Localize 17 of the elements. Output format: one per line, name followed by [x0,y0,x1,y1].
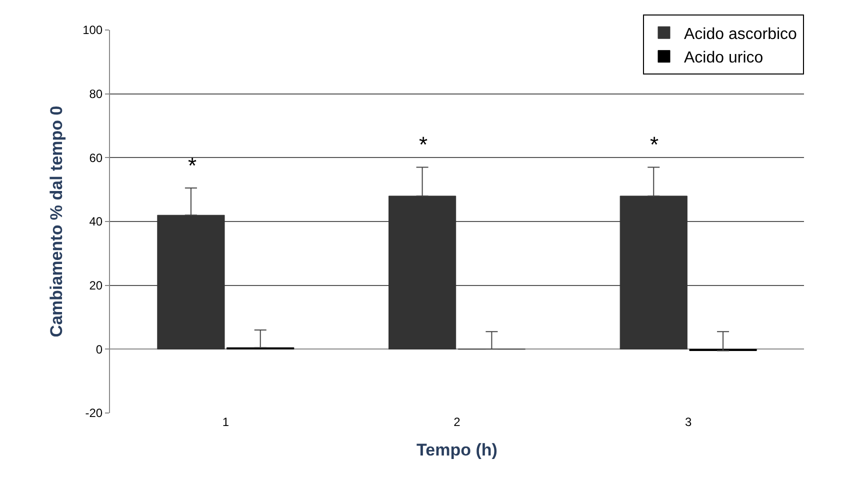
annotation: * [650,132,659,157]
x-tick-label: 2 [454,415,461,429]
x-tick-label: 3 [684,415,692,429]
annotation: * [419,132,428,157]
x-axis-title: Tempo (h) [416,440,498,460]
y-tick-label: 60 [89,150,103,165]
y-tick-label: 100 [82,23,103,38]
y-axis-title: Cambiamento % dal tempo 0 [47,106,66,338]
y-tick-label: 0 [96,342,103,356]
legend-label: Acido ascorbico [684,26,798,43]
y-tick-label: -20 [85,406,103,420]
y-tick-label: 20 [89,278,103,293]
y-tick-label: 40 [89,214,103,229]
y-tick-label: 80 [89,87,103,102]
legend-label: Acido urico [684,50,764,67]
annotation: * [188,153,197,178]
x-tick-label: 1 [222,415,230,429]
